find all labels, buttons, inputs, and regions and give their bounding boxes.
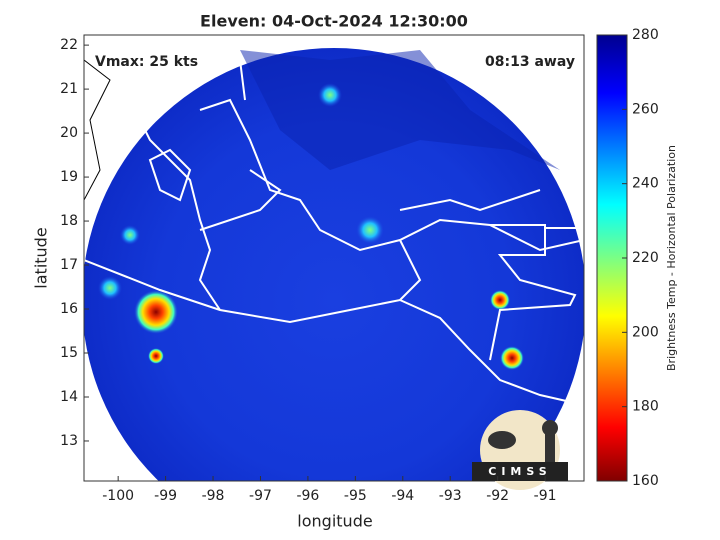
y-tick-label: 13 <box>60 433 78 449</box>
x-tick-label: -93 <box>439 488 462 504</box>
colorbar-tick-label: 220 <box>632 250 659 266</box>
y-axis-label: latitude <box>32 227 51 288</box>
land-outline <box>84 59 111 201</box>
x-tick-label: -91 <box>534 488 557 504</box>
logo-text: CIMSS <box>488 465 551 478</box>
hot-spot <box>148 348 164 364</box>
plot-area <box>84 48 584 481</box>
colorbar-tick-label: 180 <box>632 399 659 415</box>
warm-spot <box>318 83 342 107</box>
colorbar-tick-label: 260 <box>632 101 659 117</box>
hot-spot <box>490 290 510 310</box>
colorbar-tick-label: 200 <box>632 324 659 340</box>
hot-spot <box>134 290 178 334</box>
x-tick-label: -96 <box>296 488 319 504</box>
y-tick-label: 17 <box>60 257 78 273</box>
annotation: Vmax: 25 kts <box>95 54 198 70</box>
colorbar-tick-label: 280 <box>632 27 659 43</box>
warm-spot <box>120 225 140 245</box>
x-tick-label: -97 <box>249 488 272 504</box>
x-tick-label: -92 <box>486 488 509 504</box>
y-tick-label: 21 <box>60 81 78 97</box>
y-tick-label: 15 <box>60 345 78 361</box>
coastlines <box>84 59 584 406</box>
logo: CIMSS <box>472 410 568 490</box>
colorbar-tick-label: 160 <box>632 473 659 489</box>
x-tick-label: -99 <box>154 488 177 504</box>
colorbar-label: Brightness Temp - Horizontal Polarizatio… <box>665 145 678 371</box>
warm-spot <box>356 216 384 244</box>
swath <box>84 48 584 481</box>
y-tick-label: 22 <box>60 37 78 53</box>
plot-frame <box>83 34 585 482</box>
x-tick-label: -95 <box>344 488 367 504</box>
y-tick-label: 19 <box>60 169 78 185</box>
title: Eleven: 04-Oct-2024 12:30:00 <box>200 12 468 31</box>
x-tick-label: -94 <box>391 488 414 504</box>
x-axis-label: longitude <box>297 512 372 531</box>
hot-spot <box>500 346 524 370</box>
x-tick-label: -98 <box>202 488 225 504</box>
colorbar-tick-label: 240 <box>632 176 659 192</box>
y-tick-label: 14 <box>60 389 78 405</box>
cold-region <box>240 50 560 170</box>
annotation: 08:13 away <box>485 54 575 70</box>
y-tick-label: 16 <box>60 301 78 317</box>
y-tick-label: 18 <box>60 213 78 229</box>
warm-spot <box>98 276 122 300</box>
x-tick-label: -100 <box>102 488 134 504</box>
y-tick-label: 20 <box>60 125 78 141</box>
